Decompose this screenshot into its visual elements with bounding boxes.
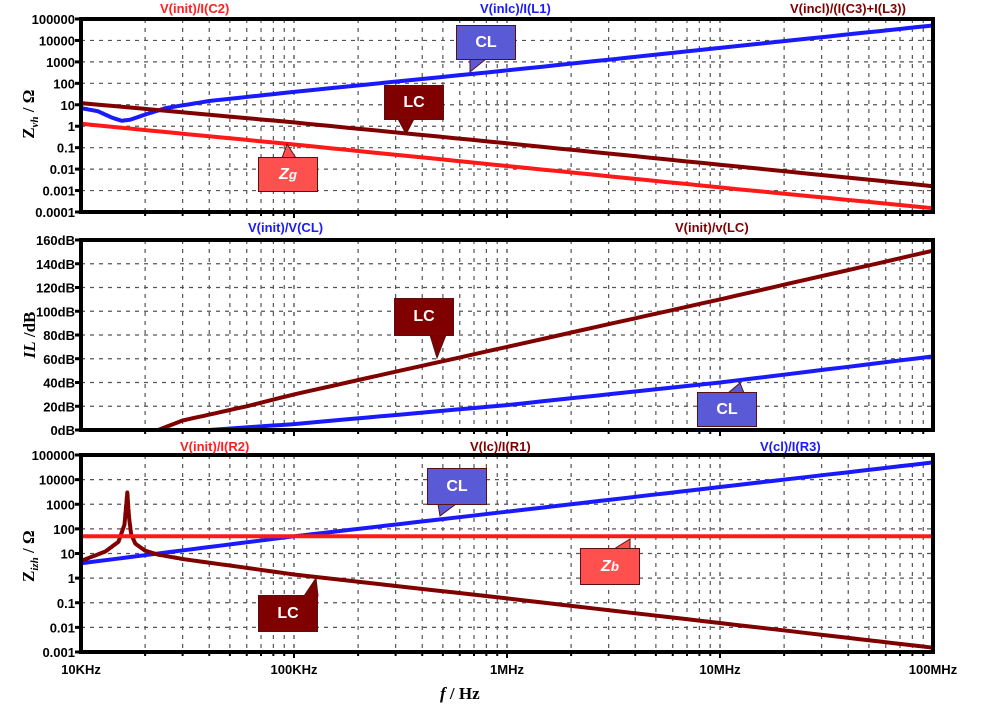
plot-frame — [79, 17, 935, 214]
y-tick-label: 0dB — [50, 423, 75, 438]
trace-title: V(inlc)/I(L1) — [480, 1, 551, 16]
y-axis-label-middle: IL /dB — [20, 311, 39, 359]
trace-title: V(init)/I(R2) — [180, 439, 249, 454]
callout-pointer — [429, 334, 447, 360]
x-tick-label: 1MHz — [490, 662, 524, 677]
callout-top-cl: CL — [456, 25, 516, 60]
plot-frame — [79, 453, 935, 654]
x-tick-label: 10KHz — [61, 662, 101, 677]
y-tick-label: 0.0001 — [35, 205, 75, 220]
trace-title: V(incl)/(I(C3)+I(L3)) — [790, 1, 906, 16]
y-tick-label: 160dB — [36, 233, 75, 248]
y-tick-label: 0.001 — [42, 184, 75, 199]
callout-bot-cl: CL — [427, 468, 487, 505]
y-tick-label: 1000 — [46, 497, 75, 512]
x-tick-label: 100KHz — [271, 662, 318, 677]
y-tick-label: 60dB — [43, 352, 75, 367]
y-tick-label: 80dB — [43, 328, 75, 343]
trace-title: V(cl)/I(R3) — [760, 439, 821, 454]
y-tick-label: 100000 — [32, 448, 75, 463]
y-axis-label-bottom: Zizh / Ω — [18, 530, 42, 583]
y-tick-label: 120dB — [36, 281, 75, 296]
y-tick-label: 0.1 — [57, 596, 75, 611]
series-line-zg — [80, 121, 934, 211]
trace-title: V(lc)/I(R1) — [470, 439, 531, 454]
trace-title: V(init)/V(CL) — [248, 220, 323, 235]
plot-frame — [79, 238, 935, 432]
y-tick-label: 0.01 — [50, 620, 75, 635]
y-tick-label: 0.01 — [50, 162, 75, 177]
x-tick-label: 10MHz — [699, 662, 741, 677]
y-tick-label: 0.1 — [57, 141, 75, 156]
callout-pointer — [303, 576, 319, 597]
callout-mid-cl: CL — [697, 392, 757, 427]
y-tick-label: 100 — [53, 76, 75, 91]
series-line-lc — [80, 101, 934, 189]
y-tick-label: 10 — [61, 547, 75, 562]
y-tick-label: 40dB — [43, 376, 75, 391]
y-axis-label-top: Zvh / Ω — [18, 89, 42, 139]
y-tick-label: 10 — [61, 98, 75, 113]
callout-top-lc: LC — [384, 85, 444, 120]
series-line-cl — [80, 460, 934, 566]
y-tick-label: 140dB — [36, 257, 75, 272]
y-tick-label: 1 — [68, 571, 75, 586]
y-tick-label: 100dB — [36, 304, 75, 319]
y-tick-label: 0.001 — [42, 645, 75, 660]
callout-pointer — [437, 503, 458, 517]
x-tick-label: 100MHz — [909, 662, 958, 677]
y-tick-label: 20dB — [43, 399, 75, 414]
y-tick-label: 100 — [53, 522, 75, 537]
callout-bot-lc: LC — [258, 595, 318, 632]
callout-mid-lc: LC — [394, 298, 454, 336]
trace-title: V(init)/I(C2) — [160, 1, 229, 16]
y-tick-label: 1000 — [46, 55, 75, 70]
y-tick-label: 1 — [68, 119, 75, 134]
y-tick-label: 100000 — [32, 12, 75, 27]
y-tick-label: 10000 — [39, 33, 75, 48]
y-tick-label: 10000 — [39, 473, 75, 488]
series-line-lc — [80, 490, 934, 650]
x-axis-label: f / Hz — [440, 684, 480, 703]
trace-title: V(init)/v(LC) — [675, 220, 749, 235]
callout-pointer — [469, 58, 488, 74]
